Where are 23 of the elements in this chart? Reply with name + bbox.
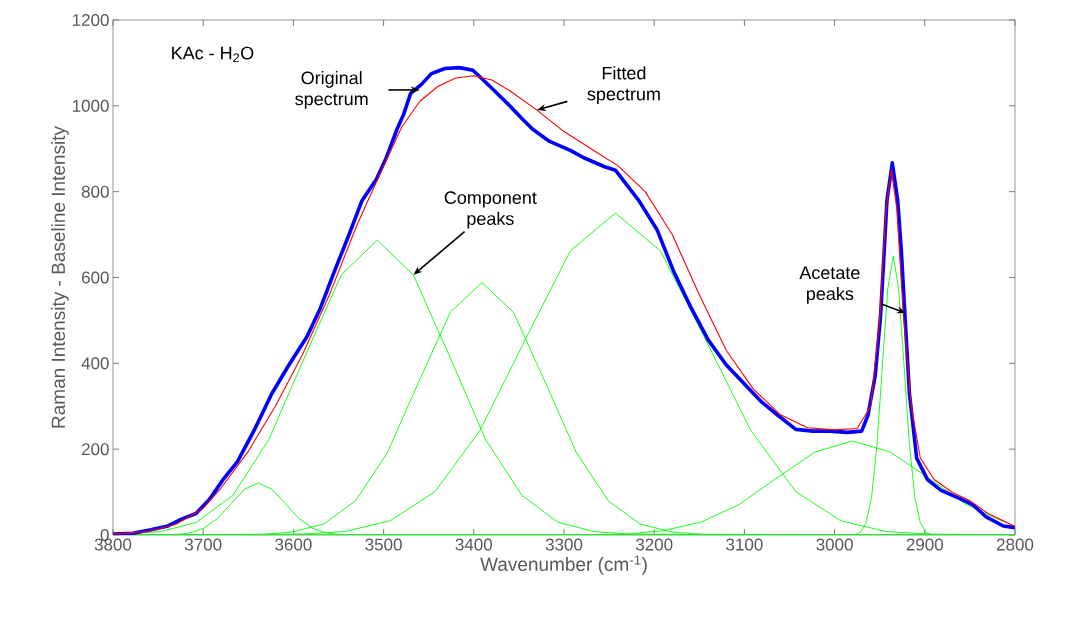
x-tick-label: 3500: [365, 538, 402, 551]
y-tick-label: 600: [81, 271, 109, 284]
y-axis-title: Raman Intensity - Baseline Intensity: [51, 126, 69, 428]
y-tick-label: 200: [81, 443, 109, 456]
x-tick-label: 2800: [996, 538, 1034, 551]
x-tick-label: 2900: [906, 538, 944, 551]
x-tick-label: 3300: [545, 538, 583, 551]
x-tick-label: 3600: [275, 538, 312, 551]
x-tick-label: 3200: [635, 538, 673, 551]
y-tick-label: 1200: [72, 13, 109, 27]
annotation: Acetate peaks: [799, 266, 860, 304]
x-tick-label: 3000: [816, 538, 853, 551]
annotation: Component peaks: [444, 191, 537, 229]
y-tick-label: 800: [81, 185, 109, 198]
y-tick-label: 400: [81, 357, 109, 370]
y-tick-label: 1000: [72, 99, 109, 112]
x-tick-label: 3100: [726, 538, 763, 551]
x-axis-title: Wavenumber (cm$^{-1}$): [480, 555, 647, 575]
x-tick-label: 3400: [455, 538, 493, 551]
annotation: Fitted spectrum: [587, 66, 660, 104]
annotation: Original spectrum: [295, 71, 368, 109]
x-tick-label: 3700: [184, 538, 222, 551]
annotation: KAc - H$_{2}$O: [172, 46, 254, 63]
